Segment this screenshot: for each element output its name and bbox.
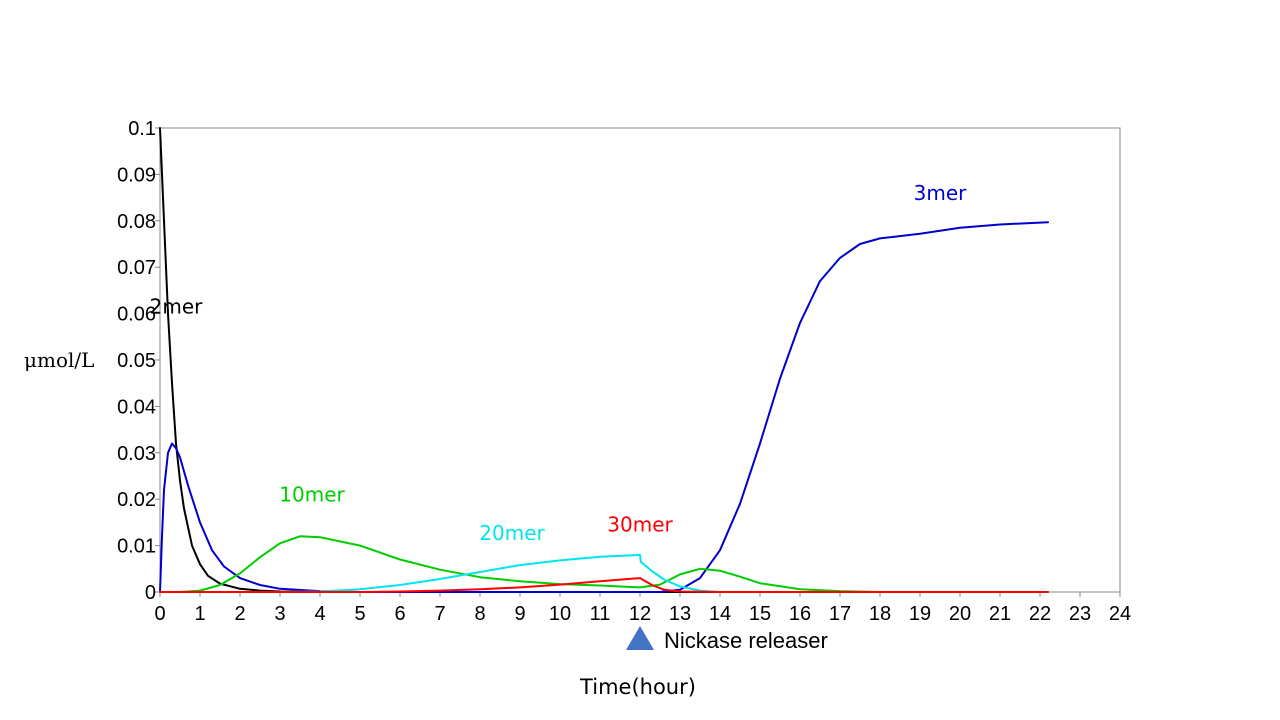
nickase-releaser-annotation: Nickase releaser xyxy=(664,628,828,653)
y-tick-label: 0.08 xyxy=(117,211,156,233)
series-line-20mer xyxy=(159,553,1049,593)
y-tick-label: 0.04 xyxy=(117,396,156,418)
series-label-30mer: 30mer xyxy=(607,513,673,537)
series-line-10mer xyxy=(159,535,1049,593)
series-label-3mer: 3mer xyxy=(914,181,968,205)
x-tick-label: 22 xyxy=(1029,603,1051,625)
y-tick-label: 0.02 xyxy=(117,489,156,511)
y-tick-label: 0.01 xyxy=(117,536,156,558)
x-tick-label: 0 xyxy=(154,603,165,625)
x-tick-label: 24 xyxy=(1109,603,1131,625)
x-tick-label: 16 xyxy=(789,603,811,625)
x-tick-label: 7 xyxy=(434,603,445,625)
x-tick-label: 20 xyxy=(949,603,971,625)
y-tick-label: 0.1 xyxy=(128,118,156,140)
y-tick-label: 0.09 xyxy=(117,164,156,186)
series-labels: 2mer 3mer 10mer 20mer 30mer xyxy=(150,181,968,545)
x-tick-label: 17 xyxy=(829,603,851,625)
series-lines xyxy=(159,127,1049,593)
x-tick-label: 10 xyxy=(549,603,571,625)
y-tick-label: 0.05 xyxy=(117,350,156,372)
y-tick-label: 0.07 xyxy=(117,257,156,279)
x-tick-label: 19 xyxy=(909,603,931,625)
plot-frame xyxy=(159,127,1121,593)
series-line-30mer xyxy=(159,577,1049,593)
y-tick-label: 0.06 xyxy=(117,304,156,326)
x-tick-label: 13 xyxy=(669,603,691,625)
x-tick-label: 21 xyxy=(989,603,1011,625)
x-axis-ticks: 0 1 2 3 4 5 6 7 8 9 10 11 12 13 14 15 16 17 18 19 20 21 22 23 24 xyxy=(154,592,1131,625)
series-label-2mer: 2mer xyxy=(150,295,204,319)
y-tick-label: 0.03 xyxy=(117,443,156,465)
x-tick-label: 5 xyxy=(354,603,365,625)
y-tick-label: 0 xyxy=(145,582,156,604)
x-tick-label: 11 xyxy=(590,603,611,625)
x-tick-label: 1 xyxy=(194,603,205,625)
nickase-releaser-triangle-icon xyxy=(626,626,654,650)
x-tick-label: 14 xyxy=(709,603,731,625)
series-label-20mer: 20mer xyxy=(479,521,545,545)
x-tick-label: 15 xyxy=(749,603,771,625)
x-tick-label: 23 xyxy=(1069,603,1091,625)
series-line-3mer xyxy=(159,221,1049,593)
y-axis-ticks: 0 0.01 0.02 0.03 0.04 0.05 0.06 0.07 0.08 0.09 0.1 xyxy=(117,118,160,604)
y-axis-label: μmol/L xyxy=(24,348,94,372)
series-label-10mer: 10mer xyxy=(279,483,345,507)
x-tick-label: 6 xyxy=(394,603,405,625)
x-tick-label: 4 xyxy=(314,603,325,625)
x-tick-label: 9 xyxy=(514,603,525,625)
x-tick-label: 2 xyxy=(234,603,245,625)
x-tick-label: 8 xyxy=(474,603,485,625)
x-tick-label: 12 xyxy=(629,603,651,625)
x-axis-label: Time(hour) xyxy=(579,675,696,699)
x-tick-label: 3 xyxy=(274,603,285,625)
x-tick-label: 18 xyxy=(869,603,891,625)
